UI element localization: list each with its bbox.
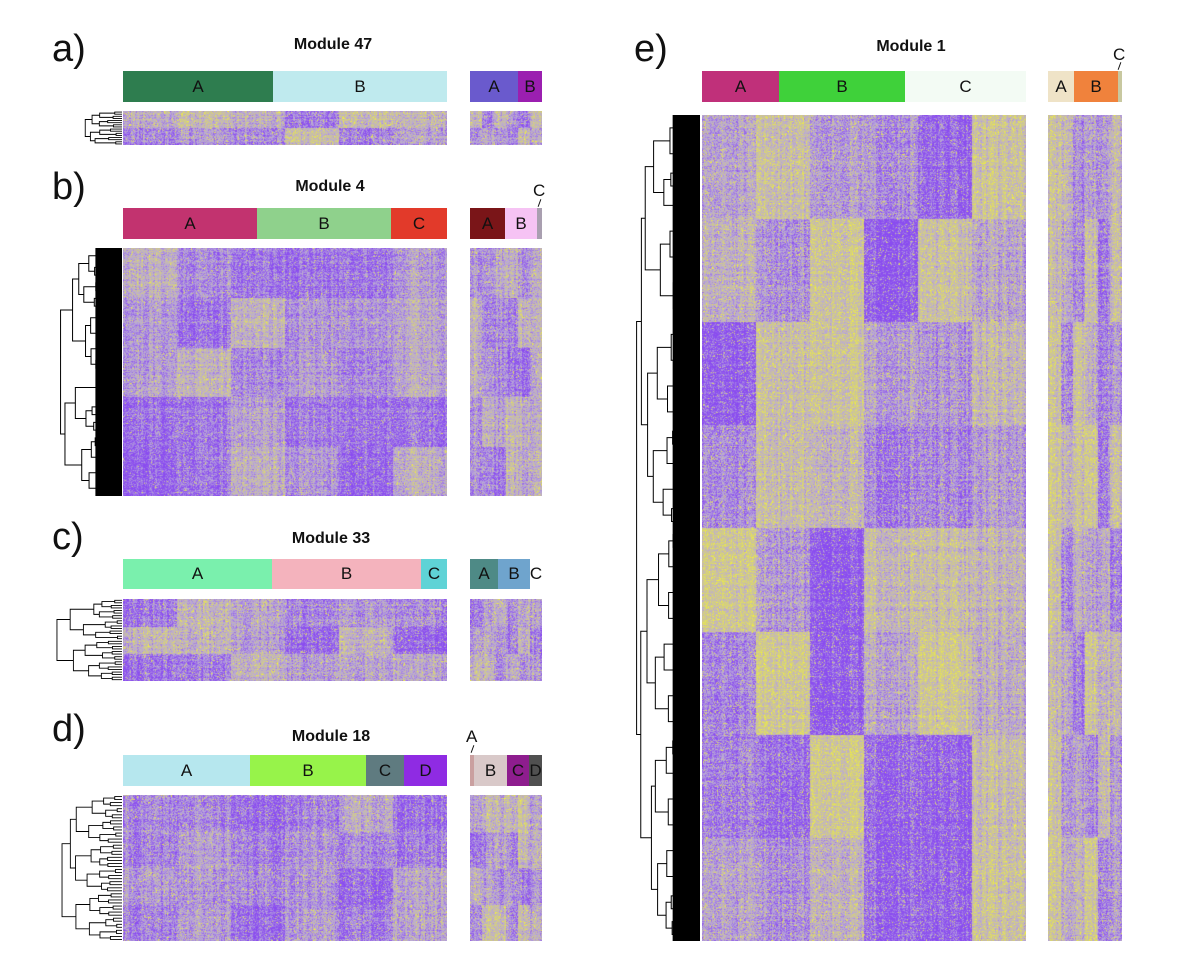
group-c-left-A: A: [123, 559, 272, 589]
panel-title-e: Module 1: [876, 38, 946, 55]
group-b-left-A: A: [123, 208, 257, 239]
dendrogram-leaf-band: [95, 248, 122, 496]
group-c-left-C: C: [421, 559, 447, 589]
heatmap-d-right: [470, 795, 542, 941]
dendrogram-a: [84, 111, 122, 145]
heatmap-e-right: [1048, 115, 1122, 941]
dendrogram-c: [56, 599, 122, 681]
heatmap-c-right: [470, 599, 542, 681]
group-d-left-B: B: [250, 755, 366, 786]
group-e-right-C-label: C: [1113, 45, 1126, 64]
group-c-left-B: B: [272, 559, 421, 589]
group-d-left-C: C: [366, 755, 404, 786]
heatmap-a-left: [123, 111, 447, 145]
heatmap-c-left: [123, 599, 447, 681]
dendrogram-b: [60, 248, 122, 496]
group-d-right-D: D: [529, 755, 542, 786]
group-d-right-A-label: A: [466, 727, 478, 746]
panel-label-d: d): [52, 708, 86, 750]
dendrogram-branches: [84, 111, 122, 145]
panel-label-b: b): [52, 166, 86, 208]
dendrogram-branches: [61, 796, 122, 940]
dendrogram-e: [636, 115, 700, 941]
group-c-right-A: A: [470, 559, 498, 589]
panel-title-a: Module 47: [293, 36, 373, 53]
group-b-right-A: A: [470, 208, 505, 239]
group-e-right-B: B: [1074, 71, 1118, 102]
group-d-left-A: A: [123, 755, 250, 786]
group-b-left-C: C: [391, 208, 447, 239]
group-c-right-C: C: [530, 559, 542, 589]
group-b-right-C-tick: [537, 199, 542, 207]
panel-label-e: e): [634, 28, 668, 70]
heatmap-a-right: [470, 111, 542, 145]
group-a-right-B: B: [518, 71, 542, 102]
group-d-right-A-tick: [470, 745, 475, 753]
group-e-left-B: B: [779, 71, 905, 102]
group-e-left-C: C: [905, 71, 1026, 102]
group-c-right-B: B: [498, 559, 530, 589]
dendrogram-d: [61, 796, 122, 940]
group-b-left-B: B: [257, 208, 391, 239]
group-d-right-A: [470, 755, 474, 786]
group-e-right-C: [1118, 71, 1122, 102]
group-b-right-C-label: C: [533, 181, 546, 200]
group-a-left-B: B: [273, 71, 447, 102]
heatmap-b-left: [123, 248, 447, 496]
panel-title-b: Module 4: [295, 178, 365, 195]
heatmap-e-left: [702, 115, 1026, 941]
group-b-right-B: B: [505, 208, 537, 239]
panel-title-c: Module 33: [291, 530, 371, 547]
group-e-left-A: A: [702, 71, 779, 102]
group-b-right-C: [537, 208, 542, 239]
dendrogram-leaf-band: [672, 115, 700, 941]
group-d-right-B: B: [474, 755, 507, 786]
panel-label-a: a): [52, 28, 86, 70]
panel-label-c: c): [52, 516, 84, 558]
dendrogram-branches: [56, 599, 122, 681]
group-d-right-C: C: [507, 755, 529, 786]
group-d-left-D: D: [404, 755, 447, 786]
group-a-right-A: A: [470, 71, 518, 102]
heatmap-d-left: [123, 795, 447, 941]
panel-title-d: Module 18: [291, 728, 371, 745]
group-e-right-A: A: [1048, 71, 1074, 102]
group-a-left-A: A: [123, 71, 273, 102]
heatmap-b-right: [470, 248, 542, 496]
